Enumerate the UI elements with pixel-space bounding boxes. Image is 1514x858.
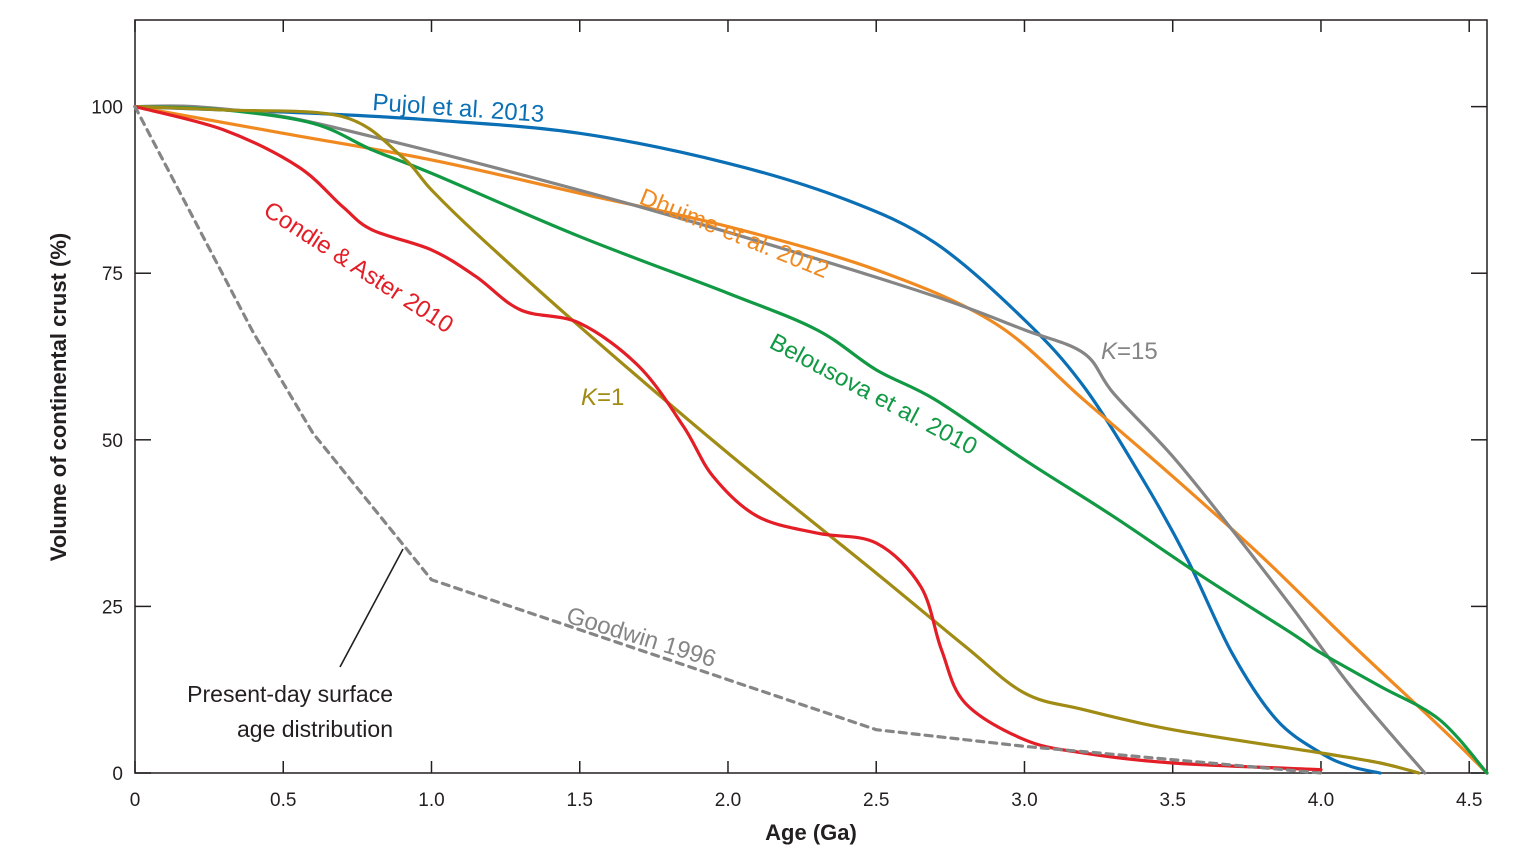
plot-frame — [134, 19, 1488, 774]
x-tick-label: 3.0 — [1011, 790, 1037, 811]
y-tick-label: 25 — [102, 597, 123, 618]
x-tick-label: 2.5 — [863, 790, 889, 811]
y-axis-title: Volume of continental crust (%) — [46, 233, 71, 561]
x-tick-label: 3.5 — [1160, 790, 1186, 811]
x-tick-label: 4.5 — [1456, 790, 1482, 811]
x-tick-label: 0 — [130, 790, 141, 811]
y-axis-ticks: 0 25 50 75 100 — [91, 98, 1487, 785]
series-line-condie-aster-2010 — [133, 105, 1323, 772]
x-axis-title: Age (Ga) — [765, 820, 857, 845]
y-tick-label: 75 — [102, 264, 123, 285]
label-condie-aster: Condie & Aster 2010 — [259, 196, 458, 339]
x-tick-label: 4.0 — [1308, 790, 1334, 811]
y-tick-label: 100 — [91, 98, 123, 119]
x-tick-label: 2.0 — [715, 790, 741, 811]
series-lines — [133, 104, 1489, 775]
label-k1: K=1 — [581, 384, 624, 411]
y-tick-label: 0 — [112, 764, 123, 785]
label-k15: K=15 — [1101, 338, 1158, 365]
y-tick-label: 50 — [102, 431, 123, 452]
annotation-leader-line — [339, 548, 404, 668]
annotation-line-1: Present-day surface — [187, 681, 393, 707]
x-axis-ticks: 0 0.5 1.0 1.5 2.0 2.5 3.0 3.5 4.0 4.5 — [130, 20, 1482, 811]
series-line-k-1 — [133, 105, 1421, 775]
x-tick-label: 1.5 — [567, 790, 593, 811]
annotation-line-2: age distribution — [237, 716, 393, 742]
x-tick-label: 1.0 — [418, 790, 444, 811]
series-line-k-15 — [133, 104, 1427, 775]
series-line-belousova-et-al-2010 — [133, 105, 1489, 775]
x-tick-label: 0.5 — [270, 790, 296, 811]
label-belousova: Belousova et al. 2010 — [765, 328, 981, 460]
series-line-goodwin-1996 — [133, 105, 1323, 775]
label-goodwin: Goodwin 1996 — [563, 602, 719, 673]
series-line-dhuime-et-al-2012 — [133, 105, 1489, 775]
series-line-pujol-et-al-2013 — [133, 105, 1382, 775]
